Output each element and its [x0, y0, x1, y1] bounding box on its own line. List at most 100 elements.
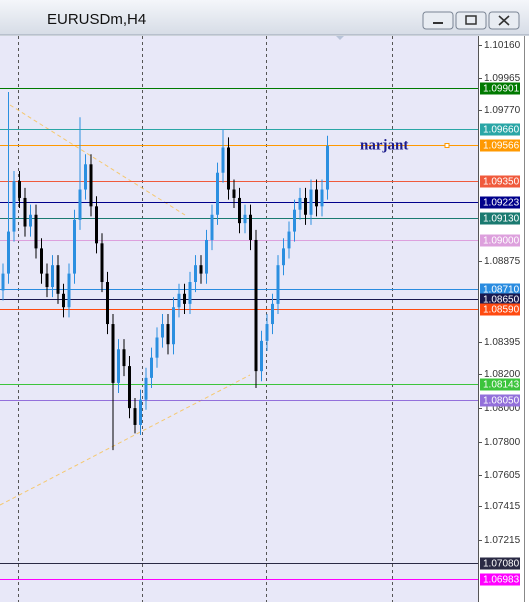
restore-button[interactable] [455, 11, 487, 30]
level-anchor [444, 143, 450, 148]
minimize-button[interactable] [422, 11, 454, 30]
candle-body [249, 214, 252, 240]
candle-body [210, 214, 214, 240]
level-label-box [480, 378, 520, 391]
candle-body [287, 231, 291, 249]
level-label-box [480, 196, 520, 209]
candle-body [29, 214, 32, 227]
level-label: 1.08050 [483, 396, 520, 407]
candle-body [40, 248, 43, 274]
level-label: 1.09130 [483, 214, 520, 225]
candle-body [276, 265, 280, 304]
candle-body [298, 197, 302, 210]
candle-body [62, 293, 65, 308]
level-label: 1.09350 [483, 177, 520, 188]
candle-body [111, 324, 115, 383]
y-tick-label: 1.08875 [484, 256, 521, 267]
y-tick-label: 1.08395 [484, 337, 521, 348]
level-label-box [480, 293, 520, 306]
candle-body [45, 273, 49, 288]
shift-marker [336, 36, 344, 40]
candles [1, 92, 329, 451]
level-label: 1.06983 [483, 575, 520, 586]
level-label: 1.09566 [483, 141, 520, 152]
price-axis: 1.10160 1.09965 1.09770 1.08875 1.08395 1.082… [478, 40, 521, 546]
level-label-box [480, 234, 520, 247]
candle-body [67, 273, 71, 308]
candle-body [194, 265, 197, 283]
annotation: narjant [360, 137, 408, 153]
level-label: 1.09223 [483, 198, 520, 209]
level-label: 1.09660 [483, 125, 520, 136]
candle-body [144, 377, 148, 400]
y-tick-label: 1.07415 [484, 501, 521, 512]
level-label-box [480, 557, 520, 570]
minimize-icon [433, 22, 443, 24]
level-label: 1.08143 [483, 380, 520, 391]
candle-body [166, 324, 170, 345]
level-label-box [480, 394, 520, 407]
candle-body [326, 145, 329, 190]
trend-lines [0, 104, 251, 506]
window-title: EURUSDm,H4 [47, 11, 146, 28]
candle-body [12, 181, 16, 232]
level-label-box [480, 212, 520, 225]
candle-body [320, 189, 324, 207]
level-label-box [480, 123, 520, 136]
y-tick-label: 1.10160 [484, 40, 521, 51]
candle-body [309, 189, 313, 215]
candle-body [34, 214, 38, 249]
candle-body [243, 214, 247, 224]
candle-body [265, 324, 269, 341]
y-tick-label: 1.07605 [484, 470, 521, 481]
candle-body [199, 265, 203, 274]
candle-body [133, 408, 137, 425]
candle-body [227, 147, 230, 190]
candle-body [260, 340, 263, 372]
candle-body [89, 164, 93, 207]
candle-body [216, 172, 219, 215]
level-label: 1.07080 [483, 559, 520, 570]
candle-body [155, 337, 159, 358]
level-label-box [480, 573, 520, 586]
candle-body [106, 282, 109, 325]
candle-body [315, 189, 318, 207]
candle-body [139, 399, 142, 425]
candle-body [95, 206, 98, 244]
price-axis-area [478, 36, 529, 602]
trend-line [0, 374, 251, 506]
candle-body [232, 189, 236, 198]
level-label-box [480, 139, 520, 152]
candle-body [172, 307, 175, 345]
candle-body [161, 324, 164, 338]
candle-body [7, 231, 10, 274]
candle-body [78, 189, 82, 220]
level-label-box [480, 303, 520, 316]
candle-body [51, 265, 54, 288]
level-labels: 1.09901 1.09660 1.09566 1.09350 1.09223 1.091… [480, 82, 520, 586]
level-label: 1.09000 [483, 236, 520, 247]
candle-body [122, 349, 126, 367]
level-label: 1.08710 [483, 285, 520, 296]
candle-body [205, 239, 208, 274]
candle-body [18, 181, 21, 198]
candle-body [293, 209, 296, 232]
y-tick-label: 1.09965 [484, 73, 521, 84]
candle-body [238, 197, 241, 224]
y-tick-label: 1.07800 [484, 437, 521, 448]
level-label-box [480, 283, 520, 296]
candle-body [271, 303, 274, 325]
window-buttons [422, 11, 520, 30]
candle-body [128, 366, 131, 409]
candle-body [117, 349, 120, 383]
y-tick-label: 1.08200 [484, 369, 521, 380]
level-label: 1.08650 [483, 295, 520, 306]
level-label-box [480, 175, 520, 188]
level-label: 1.08590 [483, 305, 520, 316]
candle-body [23, 197, 27, 227]
candle-body [1, 273, 5, 291]
candle-body [183, 293, 186, 304]
plot-area [0, 36, 478, 602]
candle-body [84, 164, 87, 190]
